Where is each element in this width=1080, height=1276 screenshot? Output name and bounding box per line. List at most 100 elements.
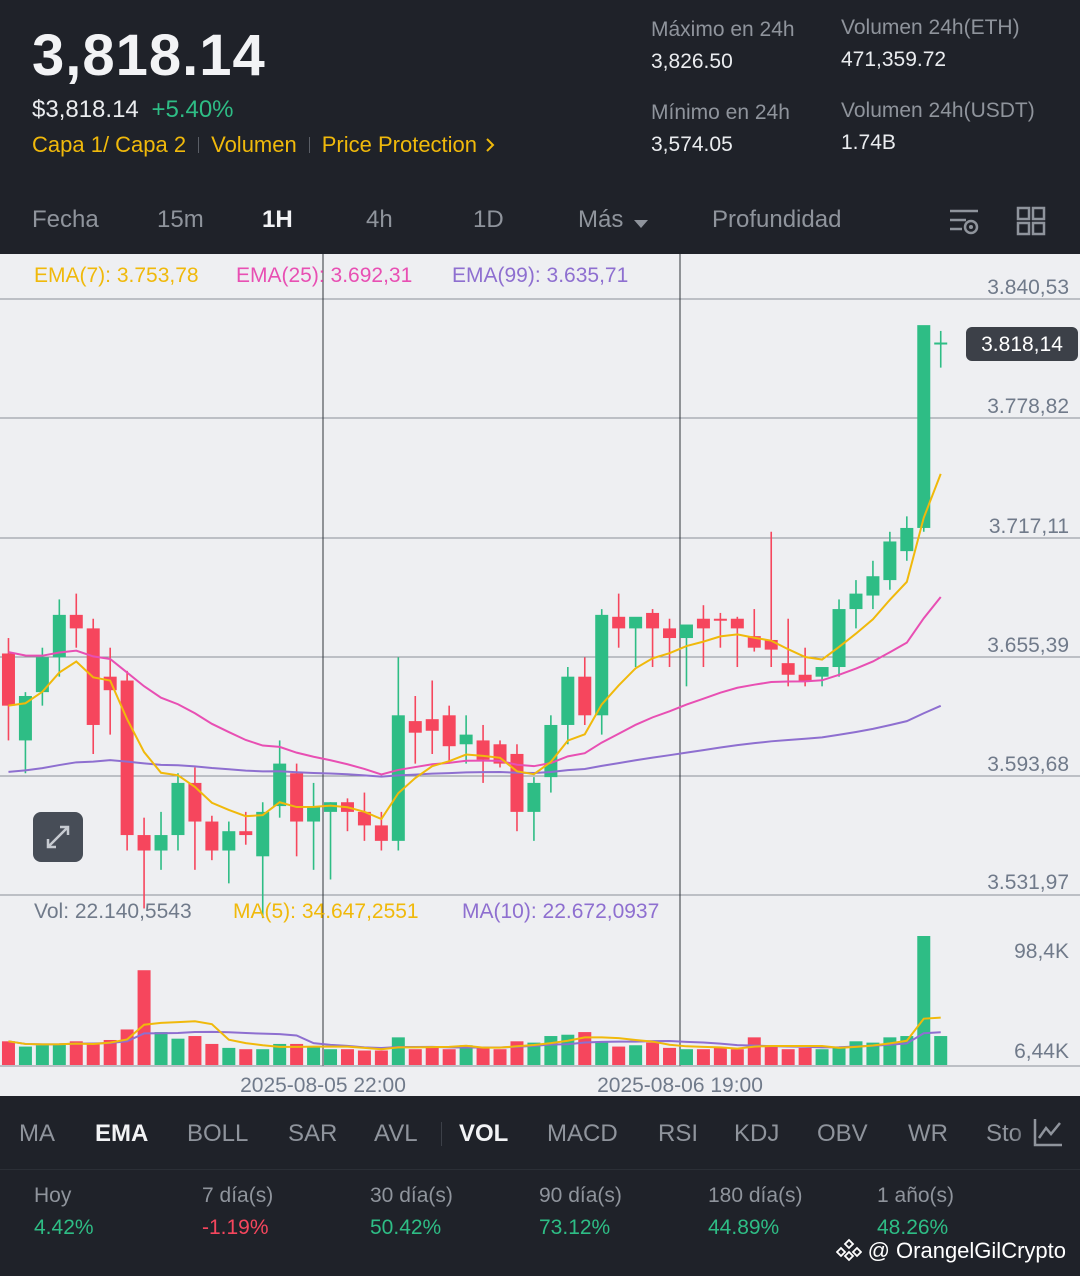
ema99-line	[8, 704, 942, 778]
candle-body	[764, 639, 778, 650]
volume-bar	[730, 1049, 744, 1065]
tab-1d[interactable]: 1D	[473, 206, 504, 233]
volume-bar	[239, 1049, 253, 1065]
candle-body	[273, 763, 287, 807]
volume-bars	[1, 936, 948, 1065]
price-tick: 3.778,82	[987, 395, 1069, 418]
candlestick-chart[interactable]: EMA(7): 3.753,78 EMA(25): 3.692,31 EMA(9…	[0, 254, 1080, 1096]
volume-bar	[18, 1046, 32, 1065]
candle-body	[663, 628, 677, 639]
indicator-ma[interactable]: MA	[19, 1120, 55, 1147]
candle-body	[646, 612, 660, 629]
volume-bar	[544, 1036, 558, 1065]
legend-ema7: EMA(7): 3.753,78	[34, 264, 199, 287]
candle-body	[120, 680, 134, 836]
volume-bar	[256, 1049, 270, 1065]
candle-body	[442, 715, 456, 747]
chart-settings-icon[interactable]	[948, 206, 980, 241]
volume-bar	[188, 1036, 202, 1065]
tag-layer[interactable]: Capa 1/ Capa 2	[32, 132, 187, 157]
volume-bar	[273, 1043, 287, 1065]
candle-body	[69, 614, 83, 629]
candle-body	[747, 636, 761, 648]
indicator-obv[interactable]: OBV	[817, 1120, 868, 1147]
stat-vol-eth: Volumen 24h(ETH) 471,359.72	[841, 16, 1020, 71]
volume-bar	[815, 1049, 829, 1065]
candle-body	[256, 811, 270, 857]
candle-body	[866, 576, 880, 596]
volume-bar	[595, 1041, 609, 1065]
expand-icon[interactable]	[33, 812, 83, 862]
volume-bar	[866, 1042, 880, 1065]
candle-body	[679, 624, 693, 639]
candle-body	[239, 831, 253, 836]
indicator-ema[interactable]: EMA	[95, 1120, 149, 1147]
candle-body	[595, 614, 609, 716]
perf-30d: 30 día(s) 50.42%	[370, 1184, 453, 1239]
chart-grid	[0, 254, 1080, 1067]
tab-more[interactable]: Más	[578, 206, 624, 233]
tab-4h[interactable]: 4h	[366, 206, 393, 233]
price-tick: 3.593,68	[987, 753, 1069, 776]
usd-price: $3,818.14	[32, 96, 139, 123]
tab-depth[interactable]: Profundidad	[712, 206, 842, 233]
usd-price-line: $3,818.14 +5.40%	[32, 96, 234, 124]
chart-indicator-icon[interactable]	[1032, 1116, 1064, 1153]
volume-ma5-line	[8, 1016, 941, 1051]
volume-bar	[103, 1039, 117, 1065]
indicator-rsi[interactable]: RSI	[658, 1120, 699, 1147]
indicator-avl[interactable]: AVL	[374, 1120, 418, 1147]
volume-bar	[137, 970, 151, 1065]
price-tick: 3.717,11	[989, 515, 1069, 538]
candle-body	[612, 616, 626, 629]
indicator-boll[interactable]: BOLL	[187, 1120, 249, 1147]
volume-bar	[849, 1041, 863, 1065]
chevron-right-icon[interactable]	[485, 137, 495, 153]
volume-bar	[832, 1046, 846, 1065]
perf-today: Hoy 4.42%	[34, 1184, 94, 1239]
tab-1h[interactable]: 1H	[262, 206, 293, 233]
legend-ema25: EMA(25): 3.692,31	[236, 264, 412, 287]
tag-price-protection[interactable]: Price Protection	[321, 132, 478, 157]
candle-body	[18, 695, 32, 741]
candle-body	[205, 821, 219, 851]
legend-ma5: MA(5): 34.647,2551	[233, 900, 419, 923]
chart-canvas[interactable]: EMA(7): 3.753,78 EMA(25): 3.692,31 EMA(9…	[0, 254, 1080, 1096]
volume-bar	[374, 1050, 388, 1065]
indicator-kdj[interactable]: KDJ	[734, 1120, 780, 1147]
indicator-bar: MA EMA BOLL SAR AVL VOL MACD RSI KDJ OBV…	[0, 1096, 1080, 1170]
volume-tick: 98,4K	[1014, 940, 1069, 963]
stat-high: Máximo en 24h 3,826.50	[651, 18, 795, 73]
volume-bar	[493, 1049, 507, 1065]
volume-bar	[357, 1050, 371, 1065]
indicator-sar[interactable]: SAR	[288, 1120, 338, 1147]
legend-ema99: EMA(99): 3.635,71	[452, 264, 628, 287]
candle-body	[917, 325, 931, 528]
candle-body	[324, 802, 338, 812]
candle-body	[730, 618, 744, 629]
tag-row: Capa 1/ Capa 2 Volumen Price Protection	[32, 132, 495, 158]
time-tick: 2025-08-05 22:00	[240, 1074, 406, 1096]
tag-volume[interactable]: Volumen	[211, 132, 297, 157]
ticker-header: 3,818.14 $3,818.14 +5.40% Capa 1/ Capa 2…	[0, 0, 1080, 190]
grid-layout-icon[interactable]	[1016, 206, 1046, 241]
caret-down-icon[interactable]	[634, 216, 648, 234]
price-tick: 3.655,39	[987, 634, 1069, 657]
candle-body	[849, 593, 863, 610]
indicator-fade	[1012, 1096, 1080, 1169]
candle-body	[52, 614, 66, 658]
volume-bar	[69, 1041, 83, 1065]
indicator-macd[interactable]: MACD	[547, 1120, 618, 1147]
volume-bar	[629, 1045, 643, 1065]
candle-body	[561, 676, 575, 725]
tab-15m[interactable]: 15m	[157, 206, 204, 233]
indicator-wr[interactable]: WR	[908, 1120, 948, 1147]
volume-bar	[391, 1037, 405, 1065]
tab-fecha[interactable]: Fecha	[32, 206, 99, 233]
volume-bar	[679, 1049, 693, 1065]
indicator-lines	[8, 473, 942, 821]
indicator-vol[interactable]: VOL	[459, 1120, 509, 1147]
ema7-line	[8, 473, 942, 821]
volume-bar	[120, 1029, 134, 1065]
volume-bar	[459, 1045, 473, 1065]
